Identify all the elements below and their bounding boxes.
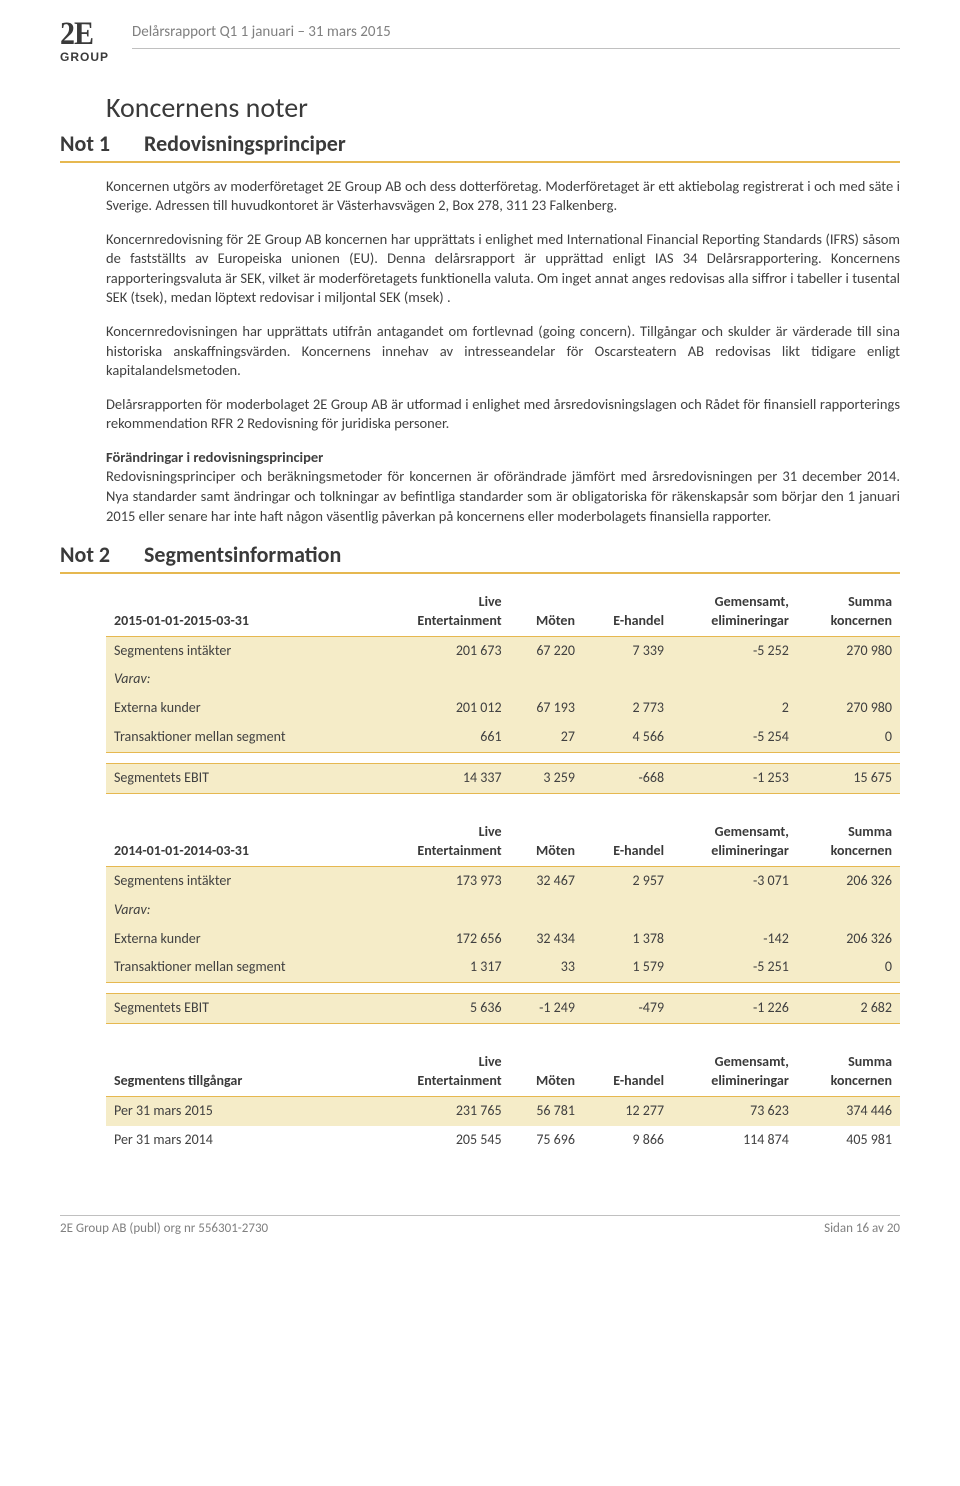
- col-header: Segmentens tillgångar: [106, 1048, 376, 1096]
- page-header: 2E GROUP Delårsrapport Q1 1 januari – 31…: [60, 20, 900, 65]
- table-row: Transaktioner mellan segment 1 317 33 1 …: [106, 953, 900, 982]
- note-title: Segmentsinformation: [144, 540, 341, 570]
- table-row: Per 31 mars 2014 205 545 75 696 9 866 11…: [106, 1126, 900, 1155]
- col-header: E-handel: [583, 818, 672, 866]
- company-logo: 2E GROUP: [60, 20, 118, 65]
- table-row: Segmentens intäkter 201 673 67 220 7 339…: [106, 636, 900, 665]
- col-header: Gemensamt,elimineringar: [672, 1048, 797, 1096]
- table-row: Transaktioner mellan segment 661 27 4 56…: [106, 723, 900, 752]
- col-header: Gemensamt,elimineringar: [672, 818, 797, 866]
- col-header: Möten: [510, 588, 583, 636]
- logo-mark: 2E: [60, 19, 118, 49]
- table-row: Varav:: [106, 665, 900, 694]
- note-1-body: Koncernen utgörs av moderföretaget 2E Gr…: [106, 177, 900, 526]
- col-header: Möten: [510, 1048, 583, 1096]
- footer-right: Sidan 16 av 20: [824, 1220, 900, 1238]
- segment-table-2015: 2015-01-01-2015-03-31 LiveEntertainment …: [106, 588, 900, 804]
- subheading: Förändringar i redovisningsprinciper: [106, 448, 900, 468]
- spacer-row: [106, 983, 900, 994]
- table-row: Externa kunder 172 656 32 434 1 378 -142…: [106, 925, 900, 954]
- segment-table-2014: 2014-01-01-2014-03-31 LiveEntertainment …: [106, 818, 900, 1034]
- note-1-heading: Not 1 Redovisningsprinciper: [60, 129, 900, 163]
- col-header: Gemensamt,elimineringar: [672, 588, 797, 636]
- col-header: Summakoncernen: [797, 818, 900, 866]
- period-cell: 2015-01-01-2015-03-31: [106, 588, 376, 636]
- col-header: E-handel: [583, 588, 672, 636]
- segment-assets-table: Segmentens tillgångar LiveEntertainment …: [106, 1048, 900, 1155]
- footer-left: 2E Group AB (publ) org nr 556301-2730: [60, 1220, 268, 1238]
- note-number: Not 2: [60, 540, 144, 570]
- col-header: LiveEntertainment: [376, 588, 510, 636]
- paragraph: Delårsrapporten för moderbolaget 2E Grou…: [106, 395, 900, 434]
- spacer-row: [106, 753, 900, 764]
- paragraph: Koncernen utgörs av moderföretaget 2E Gr…: [106, 177, 900, 216]
- note-title: Redovisningsprinciper: [144, 129, 346, 159]
- col-header: E-handel: [583, 1048, 672, 1096]
- table-row: Segmentets EBIT 14 337 3 259 -668 -1 253…: [106, 764, 900, 794]
- note-2-heading: Not 2 Segmentsinformation: [60, 540, 900, 574]
- table-row: Externa kunder 201 012 67 193 2 773 2 27…: [106, 694, 900, 723]
- spacer-row: [106, 794, 900, 805]
- col-header: Möten: [510, 818, 583, 866]
- table-row: Segmentens intäkter 173 973 32 467 2 957…: [106, 866, 900, 895]
- section-heading: Koncernens noter: [106, 89, 900, 127]
- paragraph: Redovisningsprinciper och beräkningsmeto…: [106, 467, 900, 526]
- col-header: Summakoncernen: [797, 588, 900, 636]
- table-row: Segmentets EBIT 5 636 -1 249 -479 -1 226…: [106, 994, 900, 1024]
- col-header: LiveEntertainment: [376, 818, 510, 866]
- header-title: Delårsrapport Q1 1 januari – 31 mars 201…: [132, 20, 900, 49]
- table-row: Varav:: [106, 896, 900, 925]
- period-cell: 2014-01-01-2014-03-31: [106, 818, 376, 866]
- spacer-row: [106, 1024, 900, 1035]
- note-number: Not 1: [60, 129, 144, 159]
- col-header: Summakoncernen: [797, 1048, 900, 1096]
- page-footer: 2E Group AB (publ) org nr 556301-2730 Si…: [60, 1215, 900, 1238]
- table-row: Per 31 mars 2015 231 765 56 781 12 277 7…: [106, 1097, 900, 1126]
- paragraph: Koncernredovisning för 2E Group AB konce…: [106, 230, 900, 308]
- paragraph: Koncernredovisningen har upprättats utif…: [106, 322, 900, 381]
- col-header: LiveEntertainment: [376, 1048, 510, 1096]
